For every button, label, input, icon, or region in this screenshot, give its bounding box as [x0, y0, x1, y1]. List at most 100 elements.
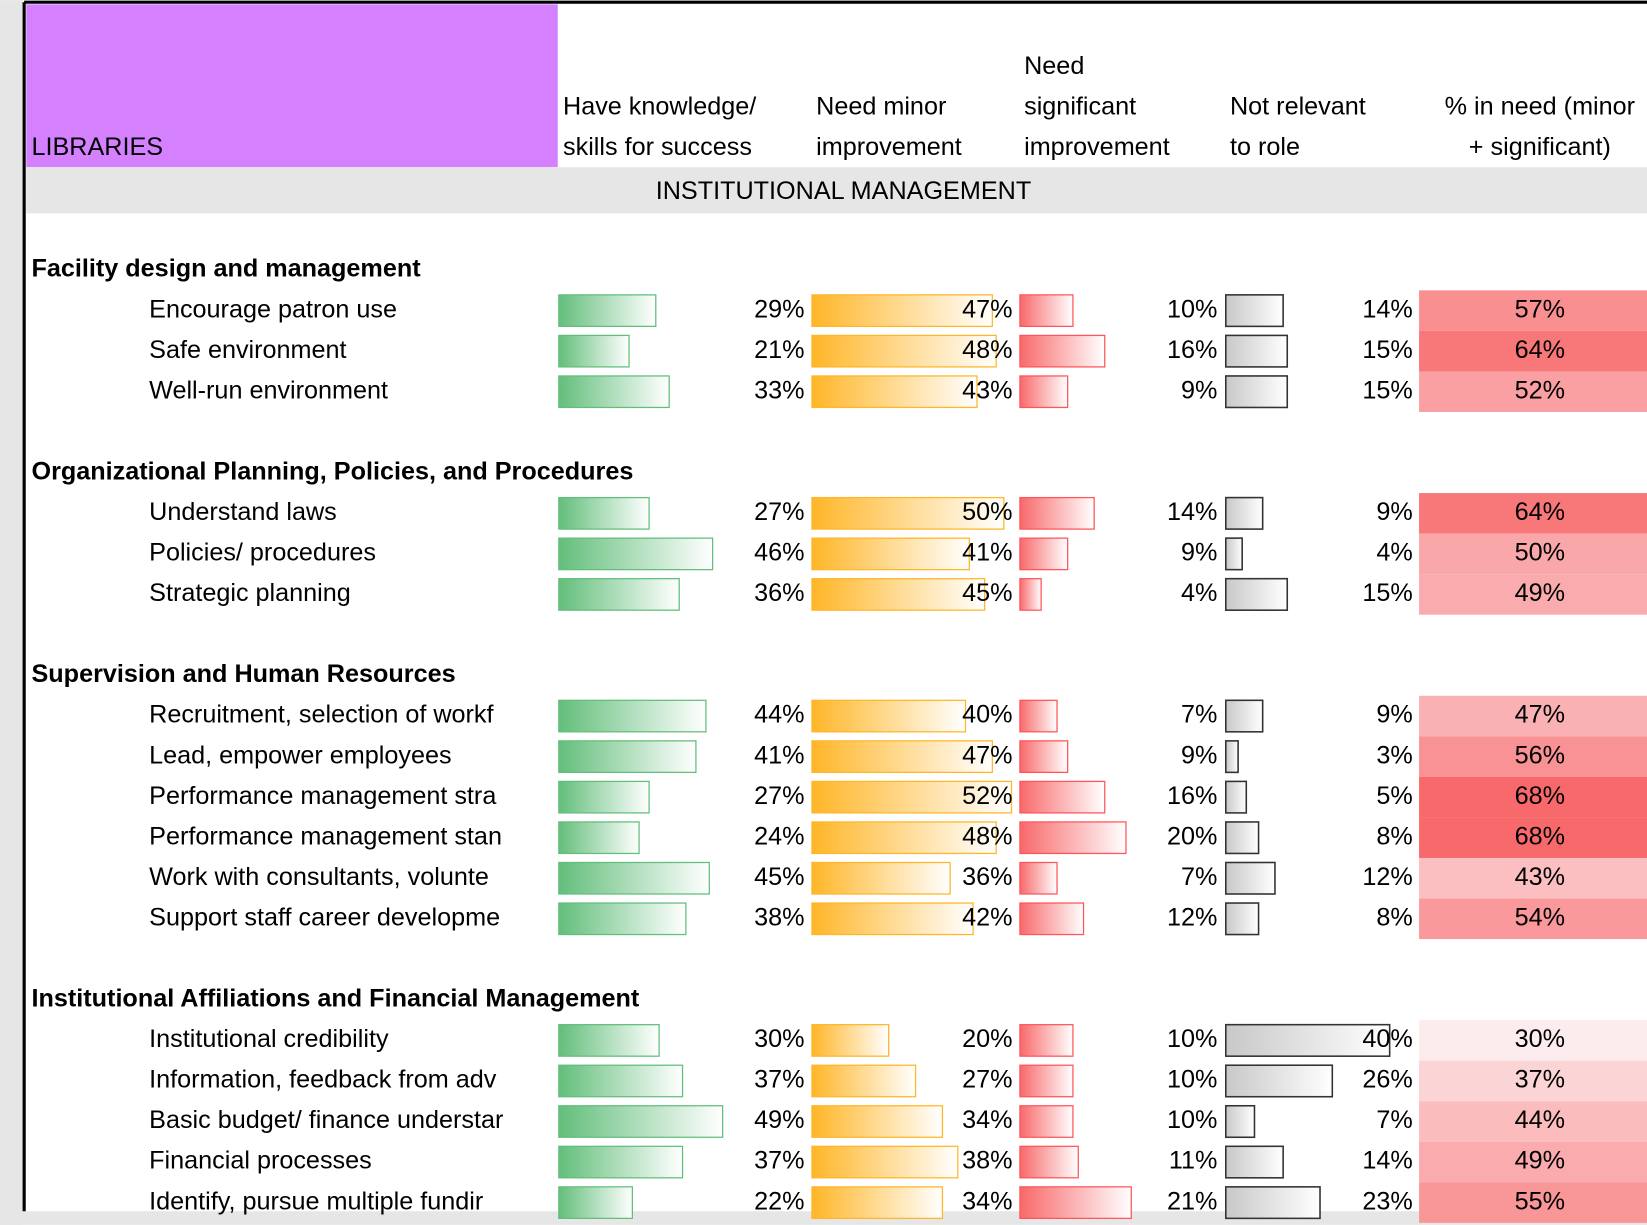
data-bar — [1225, 1145, 1284, 1179]
data-bar — [558, 821, 640, 855]
data-bar — [558, 537, 714, 571]
cell-value: 16% — [1167, 336, 1217, 364]
cell-value: 10% — [1167, 1025, 1217, 1053]
group-heading: Institutional Affiliations and Financial… — [32, 985, 640, 1013]
data-bar — [1019, 1064, 1074, 1098]
data-bar — [558, 699, 707, 733]
data-bar — [811, 1186, 944, 1219]
cell-value: 4% — [1376, 539, 1412, 567]
cell-value: 9% — [1376, 701, 1412, 729]
data-bar — [811, 334, 997, 368]
cell-value: 44% — [754, 701, 804, 729]
cell-value: 29% — [754, 295, 804, 323]
cell-value: 37% — [754, 1066, 804, 1094]
data-bar — [1225, 780, 1248, 814]
data-bar — [558, 578, 680, 611]
data-bar — [811, 294, 993, 328]
row-label: Understand laws — [149, 498, 337, 526]
cell-value: 43% — [1515, 863, 1565, 891]
cell-value: 52% — [962, 782, 1012, 810]
cell-value: 33% — [754, 376, 804, 404]
cell-value: 9% — [1181, 376, 1217, 404]
data-bar — [558, 1064, 684, 1098]
cell-value: 64% — [1515, 336, 1565, 364]
data-bar — [558, 902, 687, 936]
cell-value: 40% — [1362, 1025, 1412, 1053]
data-bar — [811, 496, 1005, 530]
data-bar — [558, 1105, 724, 1138]
row-label: Recruitment, selection of workf — [149, 701, 494, 729]
data-bar — [811, 740, 993, 773]
cell-value: 16% — [1167, 782, 1217, 810]
data-bar — [1019, 1145, 1079, 1179]
group-heading: Organizational Planning, Policies, and P… — [32, 457, 634, 485]
scale-cell — [1419, 371, 1647, 412]
data-bar — [1019, 578, 1042, 611]
column-header: Have knowledge/ — [563, 92, 756, 120]
cell-value: 52% — [1515, 376, 1565, 404]
scale-cell — [1419, 574, 1647, 615]
data-bar — [811, 1145, 959, 1179]
data-bar — [1019, 821, 1127, 855]
scale-cell — [1419, 1101, 1647, 1142]
scale-cell — [1419, 1060, 1647, 1102]
cell-value: 34% — [962, 1106, 1012, 1134]
column-header: + significant) — [1469, 133, 1611, 161]
row-label: Basic budget/ finance understar — [149, 1106, 503, 1134]
data-bar — [1225, 861, 1276, 895]
data-bar — [811, 578, 986, 611]
cell-value: 7% — [1181, 863, 1217, 891]
data-bar — [1225, 537, 1243, 571]
scale-cell — [1419, 330, 1647, 372]
data-bar — [558, 740, 697, 773]
data-bar — [811, 861, 951, 895]
cell-value: 27% — [754, 498, 804, 526]
data-bar — [1225, 821, 1260, 855]
scale-cell — [1419, 857, 1647, 899]
cell-value: 37% — [1515, 1066, 1565, 1094]
cell-value: 47% — [962, 295, 1012, 323]
data-bar — [558, 861, 710, 895]
row-label: Institutional credibility — [149, 1025, 389, 1053]
scale-cell — [1419, 898, 1647, 940]
data-bar — [1019, 1186, 1132, 1219]
cell-value: 7% — [1376, 1106, 1412, 1134]
column-header: % in need (minor — [1445, 92, 1635, 120]
scale-cell — [1419, 736, 1647, 777]
row-label: Identify, pursue multiple fundir — [149, 1187, 483, 1215]
cell-value: 14% — [1167, 498, 1217, 526]
data-bar — [558, 294, 657, 328]
cell-value: 12% — [1167, 903, 1217, 931]
data-bar — [1019, 375, 1069, 409]
cell-value: 42% — [962, 903, 1012, 931]
cell-value: 23% — [1362, 1187, 1412, 1215]
cell-value: 37% — [754, 1147, 804, 1175]
cell-value: 54% — [1515, 903, 1565, 931]
scale-cell — [1419, 776, 1647, 818]
cell-value: 49% — [1515, 579, 1565, 607]
section-title: INSTITUTIONAL MANAGEMENT — [656, 177, 1032, 205]
column-header: to role — [1230, 133, 1300, 161]
row-label: Strategic planning — [149, 579, 351, 607]
cell-value: 8% — [1376, 903, 1412, 931]
cell-value: 30% — [754, 1025, 804, 1053]
data-bar — [558, 334, 630, 368]
data-bar — [1019, 1105, 1074, 1138]
data-bar — [558, 1024, 660, 1057]
data-bar — [1019, 496, 1095, 530]
group-heading: Supervision and Human Resources — [32, 660, 456, 688]
data-bar — [811, 1105, 944, 1138]
cell-value: 8% — [1376, 822, 1412, 850]
cell-value: 46% — [754, 539, 804, 567]
cell-value: 47% — [1515, 701, 1565, 729]
group-heading: Facility design and management — [32, 255, 422, 283]
cell-value: 10% — [1167, 1066, 1217, 1094]
scale-cell — [1419, 817, 1647, 858]
cell-value: 14% — [1362, 1147, 1412, 1175]
data-bar — [558, 1186, 634, 1219]
row-title: LIBRARIES — [32, 133, 164, 161]
cell-value: 47% — [962, 741, 1012, 769]
data-bar — [1019, 699, 1058, 733]
cell-value: 50% — [1515, 539, 1565, 567]
